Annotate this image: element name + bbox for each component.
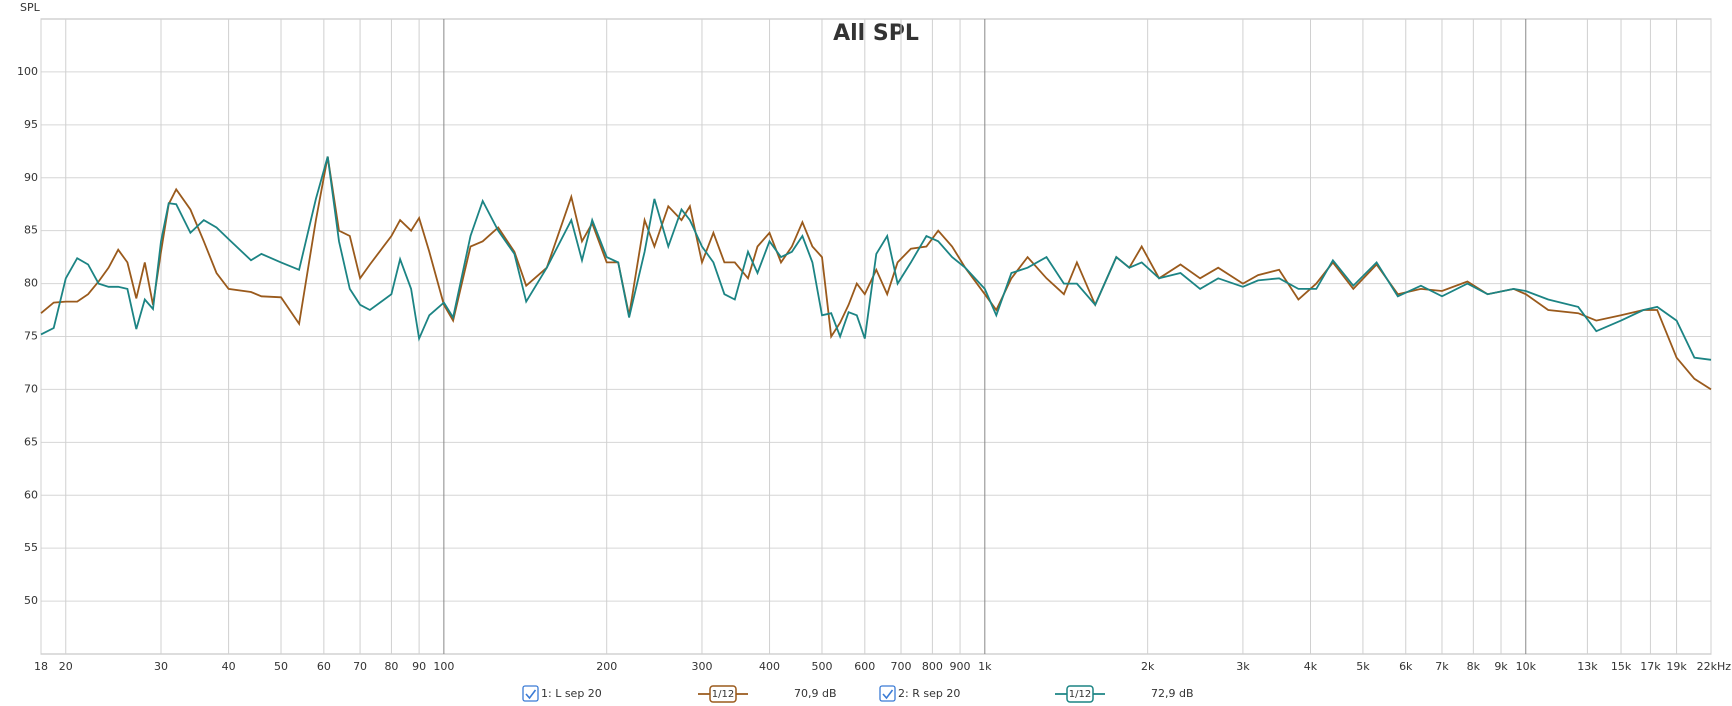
y-tick-label: 95 — [24, 118, 38, 131]
x-tick-label: 80 — [384, 660, 398, 673]
x-tick-label: 18 — [34, 660, 48, 673]
x-tick-label: 200 — [596, 660, 617, 673]
x-tick-label: 17k — [1640, 660, 1661, 673]
y-tick-label: 65 — [24, 435, 38, 448]
x-tick-label: 8k — [1467, 660, 1481, 673]
y-tick-label: 85 — [24, 224, 38, 237]
x-tick-label: 10k — [1516, 660, 1537, 673]
x-tick-label: 90 — [412, 660, 426, 673]
x-tick-label: 70 — [353, 660, 367, 673]
x-tick-label: 400 — [759, 660, 780, 673]
legend-readout: 72,9 dB — [1151, 687, 1194, 700]
x-tick-label: 3k — [1236, 660, 1250, 673]
x-tick-label: 300 — [691, 660, 712, 673]
smoothing-label: 1/12 — [1069, 689, 1091, 700]
x-tick-label: 20 — [59, 660, 73, 673]
x-tick-label: 100 — [433, 660, 454, 673]
legend-checkbox[interactable] — [879, 685, 896, 702]
legend-label: 1: L sep 20 — [541, 687, 602, 700]
x-tick-label: 5k — [1356, 660, 1370, 673]
x-tick-label: 15k — [1611, 660, 1632, 673]
smoothing-box[interactable] — [1066, 685, 1094, 703]
smoothing-box[interactable] — [709, 685, 737, 703]
x-tick-label: 22kHz — [1697, 660, 1732, 673]
x-tick-label: 1k — [978, 660, 992, 673]
x-tick-label: 60 — [317, 660, 331, 673]
x-tick-label: 9k — [1494, 660, 1508, 673]
x-tick-label: 800 — [922, 660, 943, 673]
y-axis-label: SPL — [20, 1, 41, 14]
x-tick-label: 19k — [1666, 660, 1687, 673]
x-tick-label: 6k — [1399, 660, 1413, 673]
x-tick-label: 500 — [811, 660, 832, 673]
x-tick-label: 40 — [222, 660, 236, 673]
legend-label: 2: R sep 20 — [898, 687, 960, 700]
x-tick-label: 50 — [274, 660, 288, 673]
x-tick-label: 700 — [891, 660, 912, 673]
y-tick-label: 55 — [24, 541, 38, 554]
legend-checkbox[interactable] — [522, 685, 539, 702]
y-tick-label: 75 — [24, 330, 38, 343]
checkmark — [882, 689, 894, 700]
legend-readout: 70,9 dB — [794, 687, 837, 700]
series-line — [40, 156, 1712, 361]
y-tick-label: 80 — [24, 277, 38, 290]
x-tick-label: 7k — [1435, 660, 1449, 673]
x-tick-label: 600 — [854, 660, 875, 673]
y-tick-label: 90 — [24, 171, 38, 184]
x-tick-label: 900 — [950, 660, 971, 673]
y-tick-label: 50 — [24, 594, 38, 607]
y-tick-label: 60 — [24, 488, 38, 501]
y-tick-label: 70 — [24, 382, 38, 395]
x-tick-label: 13k — [1577, 660, 1598, 673]
checkmark — [525, 689, 537, 700]
x-tick-label: 30 — [154, 660, 168, 673]
x-tick-label: 2k — [1141, 660, 1155, 673]
x-tick-label: 4k — [1304, 660, 1318, 673]
smoothing-label: 1/12 — [712, 689, 734, 700]
y-tick-label: 100 — [17, 65, 38, 78]
chart-title: All SPL — [833, 21, 919, 46]
